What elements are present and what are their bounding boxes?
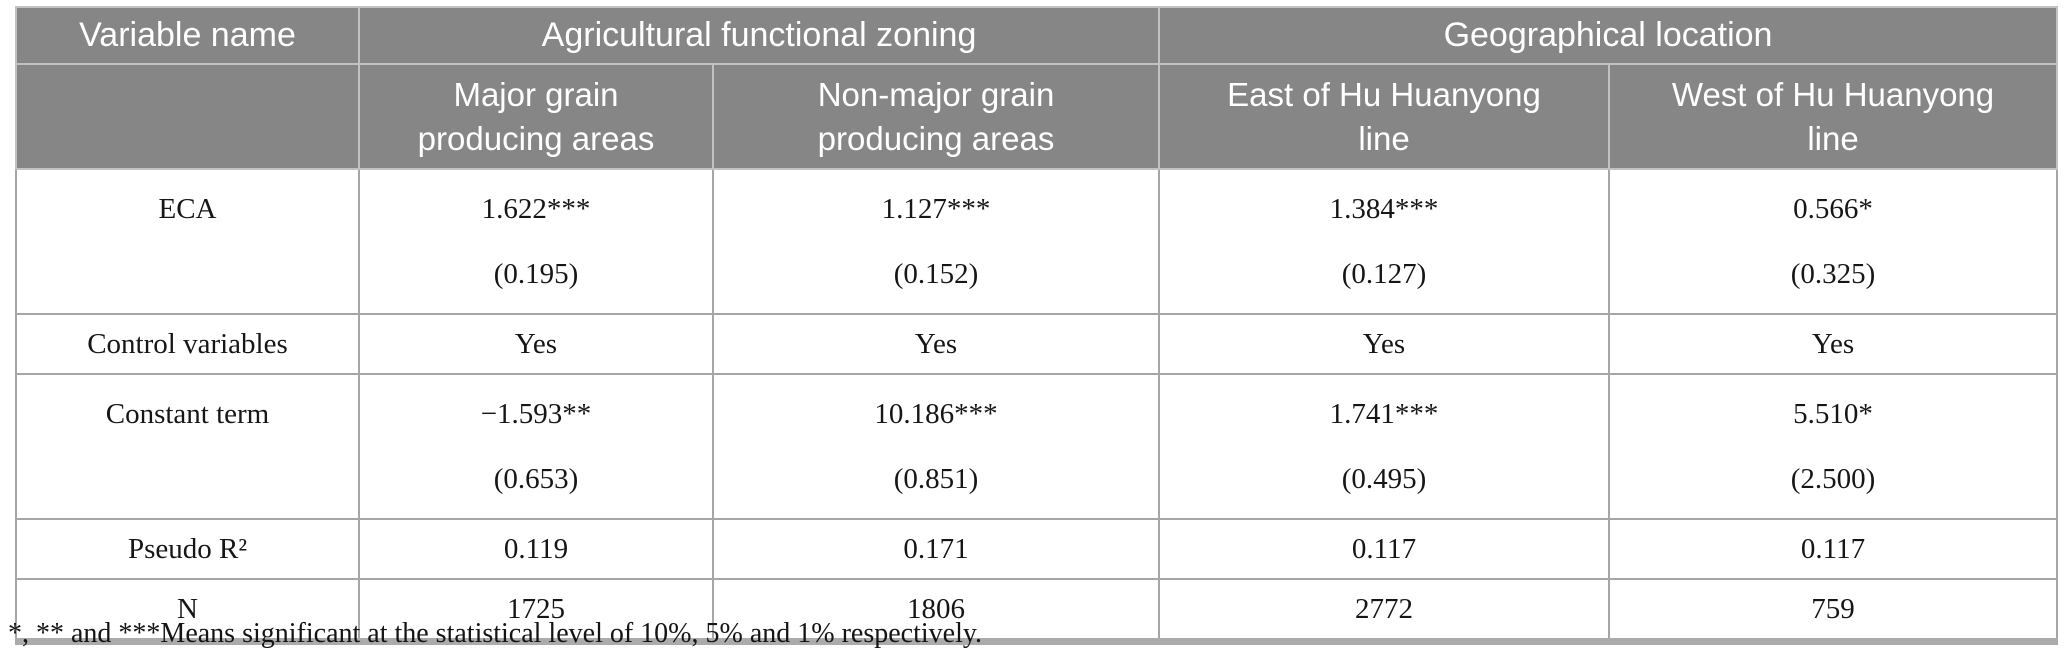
row-label-text: ECA [158,193,217,225]
value-cell: 0.171 [711,518,1161,580]
standard-error-value: (0.851) [893,463,979,495]
row-label-eca: ECA [15,168,360,315]
value-cell: 1.741*** (0.495) [1158,373,1611,520]
header-group-agricultural-zoning: Agricultural functional zoning [357,6,1161,65]
row-label-constant-term: Constant term [15,373,360,520]
standard-error-value: (2.500) [1790,463,1876,495]
standard-error-value: (0.152) [893,258,979,290]
coefficient-value: 0.566* [1793,193,1873,225]
table-row-n: N 1725 1806 2772 759 [15,578,2059,643]
table-row-eca: ECA 1.622*** (0.195) 1.127*** (0.152) 1.… [15,168,2059,315]
row-label-control-variables: Control variables [15,313,360,375]
table-body: ECA 1.622*** (0.195) 1.127*** (0.152) 1.… [15,168,2059,643]
table-row-constant-term: Constant term −1.593** (0.653) 10.186***… [15,373,2059,520]
standard-error-value: (0.127) [1341,258,1427,290]
standard-error-value: (0.195) [493,258,579,290]
value-cell: 0.119 [358,518,714,580]
value-cell: Yes [358,313,714,375]
coefficient-value: 10.186*** [874,398,998,430]
standard-error-value: (0.325) [1790,258,1876,290]
subheader-east-hu-line: East of Hu Huanyong line [1158,63,1611,170]
value-cell: 5.510* (2.500) [1608,373,2059,520]
value-cell: 0.566* (0.325) [1608,168,2059,315]
coefficient-value: 1.127*** [881,193,991,225]
coefficient-value: 1.622*** [481,193,591,225]
row-label-text: Constant term [105,398,270,430]
value-cell: 1725 [358,578,714,643]
value-cell: Yes [1608,313,2059,375]
value-cell: Yes [1158,313,1611,375]
coefficient-value: 1.384*** [1329,193,1439,225]
table-row-control-variables: Control variables Yes Yes Yes Yes [15,313,2059,375]
value-cell: Yes [711,313,1161,375]
value-cell: 0.117 [1608,518,2059,580]
subheader-west-hu-line: West of Hu Huanyong line [1608,63,2059,170]
value-cell: 1806 [711,578,1161,643]
coefficient-value: −1.593** [480,398,592,430]
value-cell: 1.384*** (0.127) [1158,168,1611,315]
header-empty-cell [15,63,360,170]
row-label-pseudo-r2: Pseudo R² [15,518,360,580]
value-cell: 2772 [1158,578,1611,643]
subheader-major-grain: Major grain producing areas [358,63,714,170]
table-header: Variable name Agricultural functional zo… [15,6,2059,170]
value-cell: −1.593** (0.653) [358,373,714,520]
row-label-n: N [15,578,360,643]
standard-error-value: (0.495) [1341,463,1427,495]
value-cell: 1.622*** (0.195) [358,168,714,315]
value-cell: 10.186*** (0.851) [711,373,1161,520]
regression-results-table: Variable name Agricultural functional zo… [15,6,2059,645]
significance-footnote: *, ** and ***Means significant at the st… [8,618,983,649]
header-group-geographical-location: Geographical location [1158,6,2059,65]
value-cell: 1.127*** (0.152) [711,168,1161,315]
header-variable-name: Variable name [15,6,360,65]
value-cell: 759 [1608,578,2059,643]
value-cell: 0.117 [1158,518,1611,580]
coefficient-value: 5.510* [1793,398,1873,430]
coefficient-value: 1.741*** [1329,398,1439,430]
standard-error-value: (0.653) [493,463,579,495]
table-row-pseudo-r2: Pseudo R² 0.119 0.171 0.117 0.117 [15,518,2059,580]
subheader-non-major-grain: Non-major grain producing areas [711,63,1161,170]
